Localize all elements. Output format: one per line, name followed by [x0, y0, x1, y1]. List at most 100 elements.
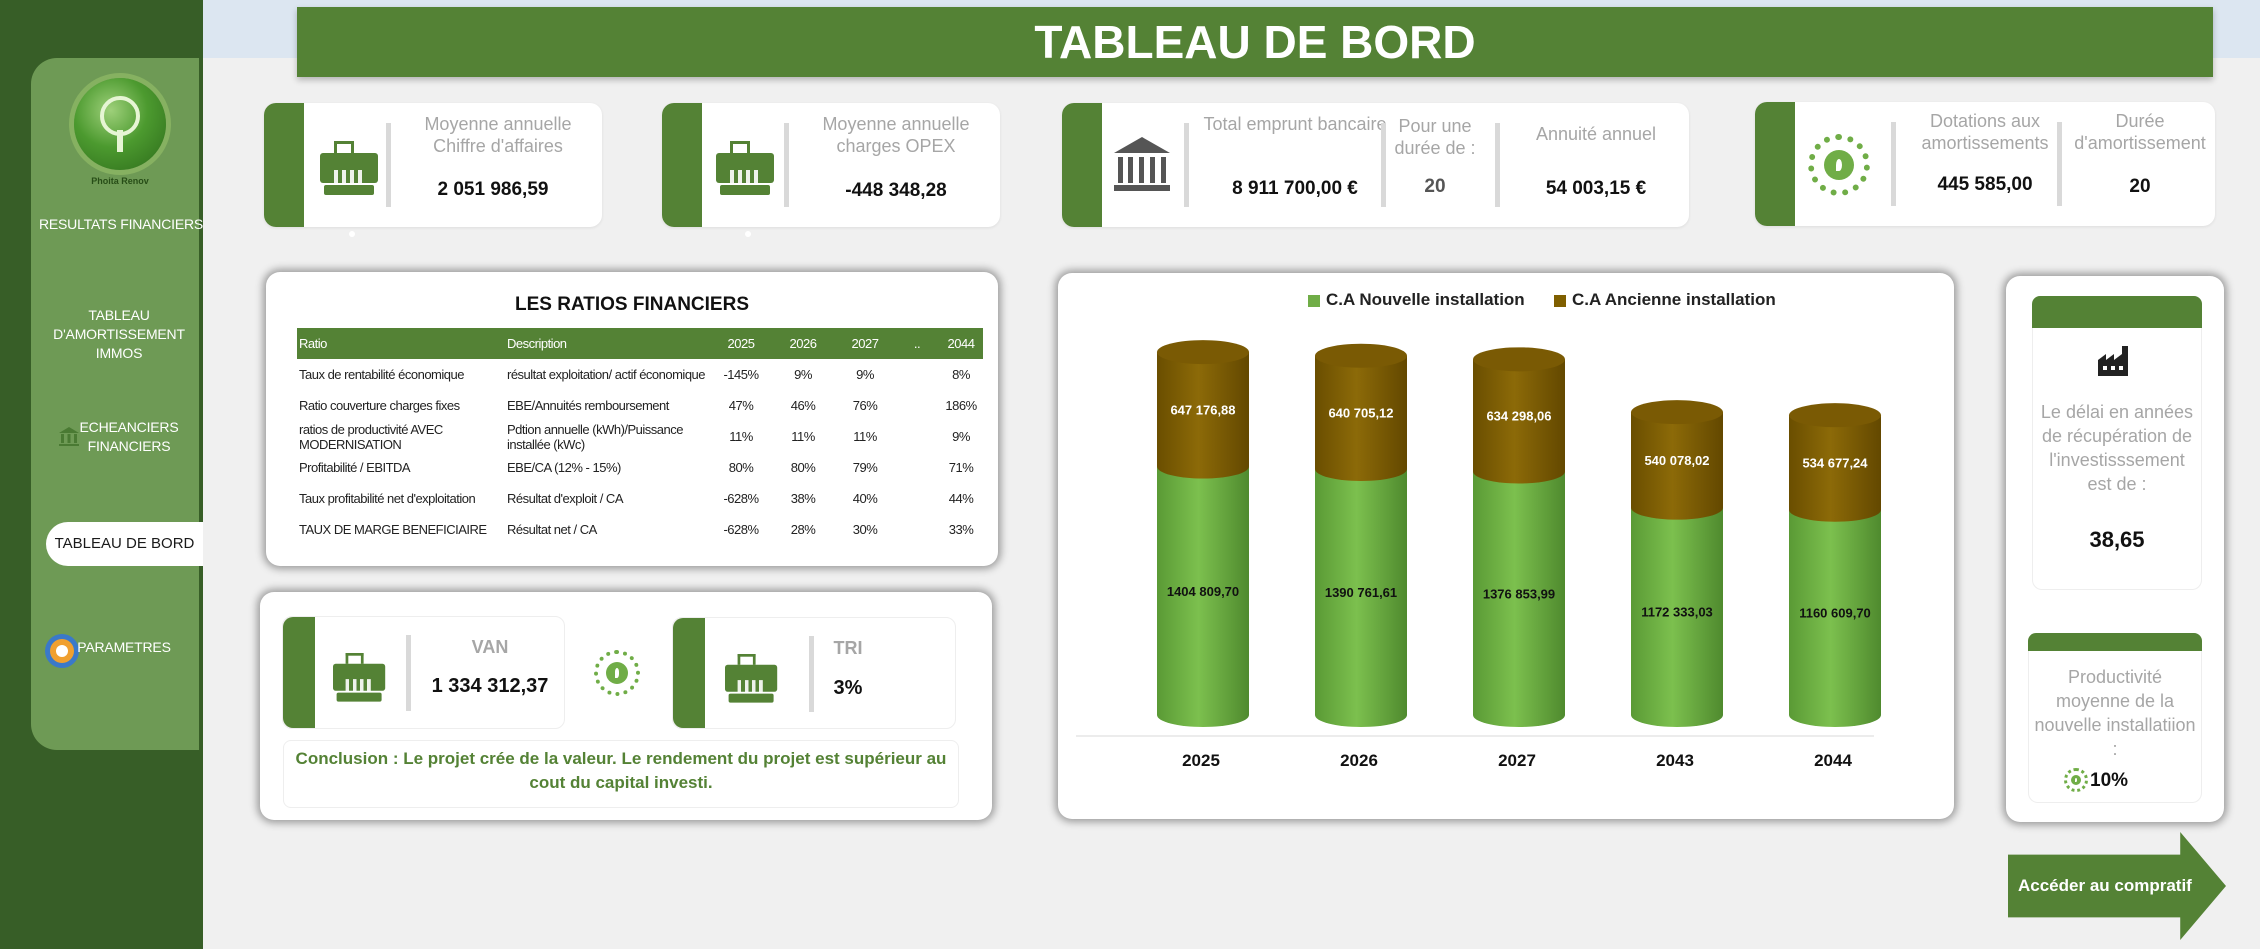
col-header: 2025 [711, 328, 771, 359]
cell: 44% [948, 491, 974, 506]
bar-new-2044 [1789, 509, 1881, 727]
x-tick-label: 2026 [1340, 751, 1378, 770]
sidebar-item-tableau-de-bord[interactable]: TABLEAU DE BORD [46, 522, 203, 566]
kpi-annuite-label: Annuité annuel [1535, 124, 1657, 144]
cell: 80% [790, 460, 816, 475]
data-label-new: 1376 853,99 [1483, 586, 1555, 601]
compare-nav-button[interactable]: Accéder au compratif [2008, 832, 2226, 940]
data-label-new: 1390 761,61 [1325, 585, 1397, 600]
kpi-duree-label: Pour une durée de : [1394, 116, 1476, 158]
bar-old-2027 [1473, 359, 1565, 484]
kpi-dotations-value: 445 585,00 [1937, 174, 2033, 195]
payback-label: Le délai en années de récupération de l'… [2040, 402, 2194, 494]
payback-value: 38,65 [2089, 527, 2145, 552]
kpi-ca-value: 2 051 986,59 [437, 179, 549, 200]
cell: 46% [790, 398, 816, 413]
ratios-header-row: Ratio Description 2025 2026 2027 .. 2044 [297, 328, 983, 359]
tri-label: TRI [833, 638, 863, 658]
van-label: VAN [471, 637, 509, 657]
productivity-value: 10% [2090, 770, 2129, 791]
legend-item-old: C.A Ancienne installation [1554, 290, 1776, 310]
van-card: VAN 1 334 312,37 [282, 616, 565, 740]
investment-panel: VAN 1 334 312,37 TRI 3% Conclusion : Le … [260, 592, 992, 820]
col-header: Description [505, 328, 711, 359]
cell: 30% [852, 522, 878, 537]
factory-icon [2098, 346, 2132, 381]
cell: 9% [794, 367, 812, 382]
bar-top-cap [1631, 400, 1723, 425]
compare-nav-label: Accéder au compratif [2018, 876, 2192, 895]
col-header: 2026 [771, 328, 835, 359]
kpi-ca-label: Moyenne annuelle Chiffre d'affaires [424, 114, 572, 156]
legend-swatch [1308, 294, 1320, 307]
kpi-card-ca: Moyenne annuelle Chiffre d'affaires 2 05… [264, 103, 602, 237]
bar-top-cap [1473, 347, 1565, 372]
sidebar-item-tableau-amortissement[interactable]: TABLEAU D'AMORTISSEMENT IMMOS [53, 307, 185, 361]
cell: 71% [948, 460, 974, 475]
col-header: 2027 [835, 328, 895, 359]
cell: EBE/Annuités remboursement [507, 398, 669, 413]
cell [895, 483, 939, 514]
legend-item-new: C.A Nouvelle installation [1308, 290, 1525, 310]
bar-new-2026 [1315, 469, 1407, 727]
kpi-duree-amort-label: Durée d'amortissement [2074, 111, 2206, 153]
kpi-card-amortissement: Dotations aux amortissements 445 585,00 … [1755, 102, 2215, 226]
table-row: Taux profitabilité net d'exploitation Rés… [297, 483, 983, 514]
data-label-old: 540 078,02 [1644, 453, 1709, 468]
bar-new-2027 [1473, 471, 1565, 727]
sidebar-item-parametres[interactable]: PARAMETRES [77, 639, 171, 655]
cell [895, 514, 939, 545]
sidebar-item-resultats-financiers[interactable]: RESULTATS FINANCIERS [38, 216, 204, 232]
cell [895, 390, 939, 421]
legend-label: C.A Ancienne installation [1572, 290, 1776, 309]
table-row: Taux de rentabilité économique résultat e… [297, 359, 983, 390]
cell: 38% [790, 491, 816, 506]
van-value: 1 334 312,37 [431, 675, 549, 697]
cell: 47% [728, 398, 754, 413]
cell: ratios de productivité AVEC MODERNISATIO… [299, 421, 443, 452]
cell: Ratio couverture charges fixes [299, 398, 460, 413]
cell: -145% [723, 367, 759, 382]
cell: 33% [948, 522, 974, 537]
x-tick-label: 2025 [1182, 751, 1220, 770]
cell: 11% [853, 429, 877, 444]
kpi-annuite-value: 54 003,15 € [1545, 178, 1647, 199]
cell: 79% [852, 460, 878, 475]
bar-top-cap [1789, 403, 1881, 428]
kpi-emprunt-value: 8 911 700,00 € [1232, 178, 1358, 199]
payback-panel: Le délai en années de récupération de l'… [2006, 276, 2224, 822]
page-title: TABLEAU DE BORD [297, 7, 2213, 77]
legend-label: C.A Nouvelle installation [1326, 290, 1525, 309]
cell: 9% [952, 429, 970, 444]
cell: 11% [729, 429, 753, 444]
kpi-card-opex: Moyenne annuelle charges OPEX -448 348,2… [662, 103, 1000, 237]
bank-icon [58, 425, 80, 452]
x-tick-label: 2043 [1656, 751, 1694, 770]
settings-gear-icon [42, 631, 82, 676]
table-row: Profitabilité / EBITDA EBE/CA (12% - 15%)… [297, 452, 983, 483]
bar-new-2025 [1157, 466, 1249, 727]
cell: TAUX DE MARGE BENEFICIAIRE [299, 522, 487, 537]
cell: Profitabilité / EBITDA [299, 460, 411, 475]
revenue-chart: 1404 809,70 647 176,88 2025 1390 761,61 640 … [1076, 340, 1881, 770]
productivity-label: Productivité moyenne de la nouvelle inst… [2034, 667, 2196, 759]
kpi-duree-amort-value: 20 [2129, 176, 2151, 197]
ratios-title: LES RATIOS FINANCIERS [515, 294, 749, 315]
sidebar-item-echeanciers-financiers[interactable]: ECHEANCIERS FINANCIERS [79, 419, 179, 454]
bar-new-2043 [1631, 507, 1723, 727]
kpi-emprunt-label: Total emprunt bancaire [1203, 114, 1387, 134]
data-label-new: 1172 333,03 [1641, 604, 1713, 619]
ratios-table: Ratio Description 2025 2026 2027 .. 2044… [297, 328, 983, 545]
data-label-new: 1160 609,70 [1799, 605, 1871, 620]
company-logo [74, 78, 166, 170]
data-label-old: 647 176,88 [1170, 402, 1235, 417]
bar-top-cap [1157, 340, 1249, 365]
cell: -628% [723, 522, 759, 537]
eco-energy-icon [1808, 134, 1870, 196]
cell: 40% [852, 491, 878, 506]
cell: Taux de rentabilité économique [299, 367, 464, 382]
data-label-new: 1404 809,70 [1167, 584, 1239, 599]
x-tick-label: 2027 [1498, 751, 1536, 770]
cell: 8% [952, 367, 970, 382]
cell: Taux profitabilité net d'exploitation [299, 491, 476, 506]
